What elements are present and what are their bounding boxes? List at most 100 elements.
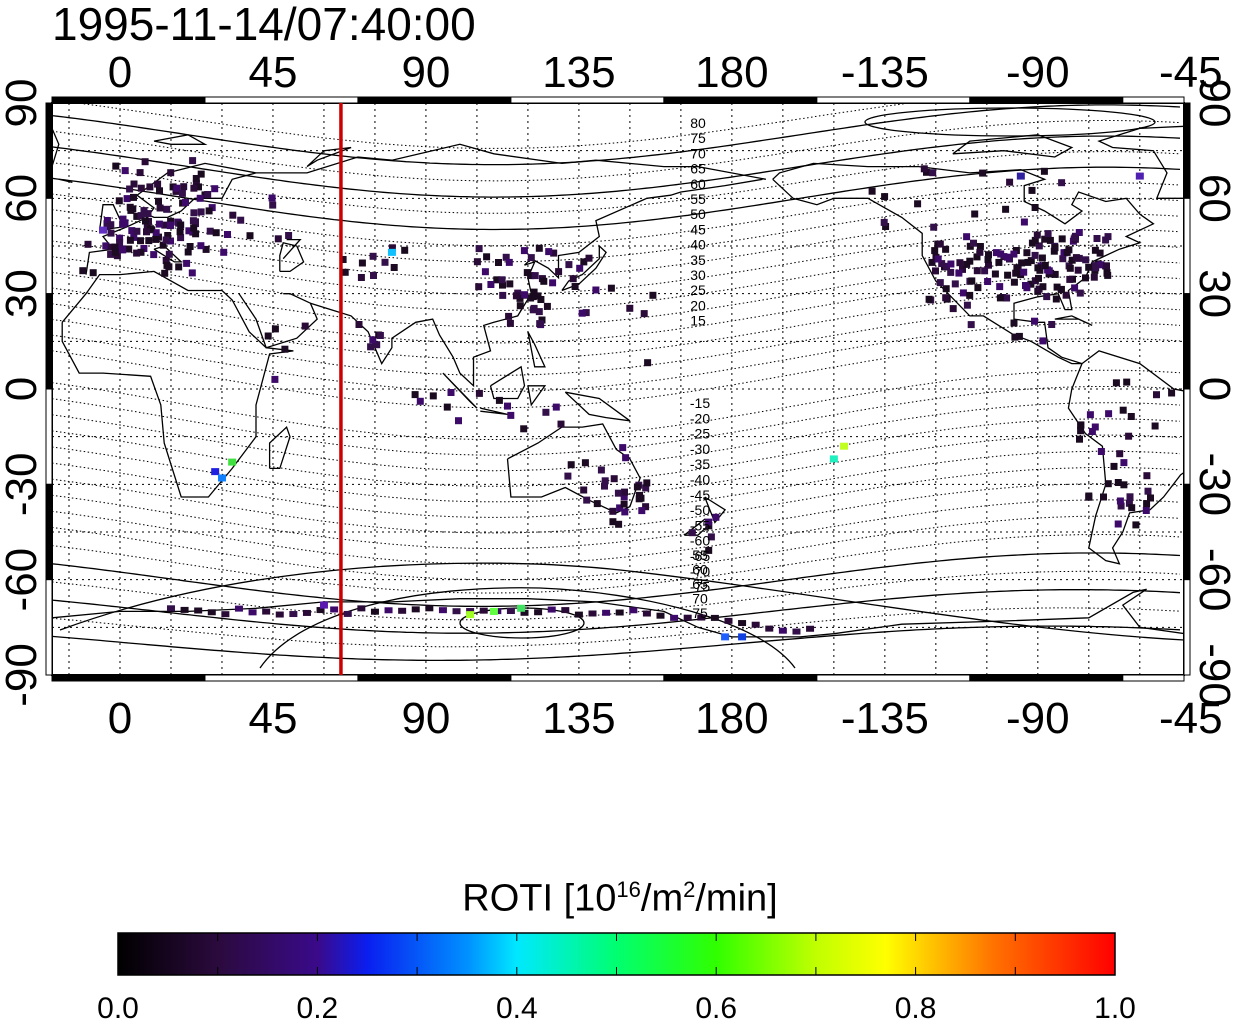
contour-label: 70 <box>690 145 706 161</box>
roti-point <box>466 608 475 615</box>
roti-point-high <box>829 455 838 463</box>
roti-point <box>479 607 488 614</box>
roti-point <box>932 267 939 275</box>
roti-point <box>601 482 608 490</box>
roti-point <box>979 169 987 177</box>
left-edge-bar <box>45 579 53 676</box>
roti-point <box>868 187 876 195</box>
roti-point <box>1151 422 1159 430</box>
roti-point <box>974 284 982 292</box>
roti-point <box>499 291 507 299</box>
roti-point-high <box>228 458 237 466</box>
roti-point <box>929 169 937 177</box>
roti-point <box>447 389 455 396</box>
contour-label: -25 <box>690 426 710 442</box>
roti-point <box>128 227 136 235</box>
coastline <box>442 372 478 409</box>
roti-point <box>475 389 483 397</box>
roti-point <box>373 341 381 349</box>
mag-lat-contour <box>52 570 1181 621</box>
roti-point <box>301 322 309 330</box>
roti-point <box>194 607 203 614</box>
contour-label: 40 <box>690 237 706 253</box>
roti-point <box>1018 259 1026 267</box>
roti-point <box>121 167 129 175</box>
right-edge-bar <box>1183 483 1191 581</box>
coastline <box>61 270 294 498</box>
roti-point <box>642 503 650 511</box>
magnetic-latitude-contours <box>52 103 1184 669</box>
lat-tick-left: -30 <box>0 453 46 517</box>
lat-tick-left: 90 <box>0 79 46 128</box>
roti-point <box>499 281 506 289</box>
coastline <box>564 391 631 422</box>
roti-point <box>1041 235 1049 243</box>
contour-label: -40 <box>690 472 710 488</box>
roti-point <box>557 420 565 428</box>
roti-point <box>550 249 558 257</box>
roti-point <box>1085 493 1093 501</box>
roti-point <box>136 169 144 177</box>
roti-point <box>1057 285 1065 293</box>
roti-point <box>505 258 513 266</box>
right-edge-bar <box>1183 102 1191 199</box>
roti-point <box>487 281 495 288</box>
roti-point <box>115 197 123 205</box>
roti-point <box>339 256 347 263</box>
roti-point <box>107 250 115 258</box>
roti-point <box>1033 231 1041 239</box>
roti-point <box>140 245 148 252</box>
roti-point <box>1143 500 1151 508</box>
roti-point <box>1082 256 1090 264</box>
contour-label: -70 <box>690 563 710 579</box>
roti-point <box>1105 410 1113 418</box>
roti-point <box>146 225 154 233</box>
roti-point-high <box>517 604 526 612</box>
mag-lat-contour <box>52 104 1181 166</box>
roti-point <box>123 195 131 203</box>
roti-point <box>707 533 715 541</box>
roti-point <box>1062 291 1070 299</box>
roti-point <box>1039 337 1047 345</box>
roti-point <box>369 252 377 260</box>
roti-point-high <box>721 633 730 641</box>
roti-point <box>224 231 231 238</box>
roti-point <box>638 507 646 515</box>
roti-point <box>582 309 590 317</box>
roti-point <box>271 325 279 333</box>
roti-point <box>137 237 144 245</box>
contour-label: 55 <box>690 191 706 207</box>
top-edge-bar <box>204 96 359 104</box>
lon-tick-top: 45 <box>248 48 297 97</box>
contour-label: 65 <box>692 576 708 592</box>
roti-point <box>583 496 591 504</box>
lon-tick-bottom: 90 <box>401 694 450 743</box>
coastline <box>704 496 727 524</box>
roti-point <box>1077 427 1085 435</box>
roti-point <box>1075 229 1083 236</box>
roti-point <box>229 211 237 219</box>
roti-point <box>1013 264 1021 272</box>
roti-point <box>1071 284 1079 292</box>
roti-point <box>184 248 192 256</box>
roti-point <box>1039 283 1047 291</box>
roti-point <box>180 183 188 191</box>
lon-tick-top: -45 <box>1159 48 1223 97</box>
south-contour-70 <box>259 587 796 669</box>
roti-point <box>1045 267 1053 275</box>
coastline <box>85 162 257 275</box>
lat-tick-left: 30 <box>0 269 46 318</box>
roti-point <box>152 229 160 237</box>
roti-point <box>601 477 609 485</box>
roti-point <box>984 256 992 263</box>
roti-point <box>642 610 651 617</box>
roti-point <box>991 270 999 278</box>
roti-point <box>152 235 160 243</box>
roti-point <box>992 249 1000 257</box>
roti-point <box>688 529 696 537</box>
roti-point <box>970 239 977 247</box>
roti-point-high <box>98 226 107 234</box>
roti-point <box>107 229 115 237</box>
contour-label: -30 <box>690 441 710 457</box>
roti-point <box>626 304 634 312</box>
